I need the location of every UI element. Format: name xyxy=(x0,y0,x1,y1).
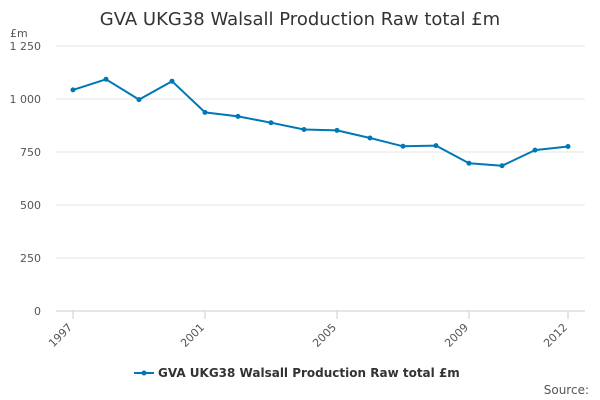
legend-marker xyxy=(141,370,147,376)
y-axis-ticks: 0 250 500 750 1 000 1 250 xyxy=(10,40,42,318)
y-tick-label: 1 250 xyxy=(10,40,42,53)
x-tick-label: 2009 xyxy=(442,321,471,350)
data-point[interactable] xyxy=(202,109,208,115)
data-point[interactable] xyxy=(532,147,538,153)
y-tick-label: 500 xyxy=(20,199,41,212)
grid-lines xyxy=(56,45,585,312)
source-label: Source: xyxy=(544,383,589,397)
legend-label: GVA UKG38 Walsall Production Raw total £… xyxy=(158,366,460,380)
chart-title: GVA UKG38 Walsall Production Raw total £… xyxy=(100,9,500,30)
data-point[interactable] xyxy=(136,97,142,103)
y-tick-label: 0 xyxy=(34,305,41,318)
data-point[interactable] xyxy=(367,135,373,141)
x-tick-label: 2001 xyxy=(178,321,207,350)
data-point[interactable] xyxy=(466,160,472,166)
data-point[interactable] xyxy=(301,127,307,133)
x-tick-label: 2012 xyxy=(541,321,570,350)
data-point[interactable] xyxy=(235,113,241,119)
data-point[interactable] xyxy=(433,143,439,149)
x-tick-label: 1997 xyxy=(46,321,75,350)
y-axis-unit-label: £m xyxy=(10,27,28,40)
data-point[interactable] xyxy=(499,163,505,169)
x-tick-label: 2005 xyxy=(310,321,339,350)
data-point[interactable] xyxy=(268,120,274,126)
series-lines xyxy=(70,76,571,169)
data-point[interactable] xyxy=(103,76,109,82)
data-point[interactable] xyxy=(70,87,76,93)
y-tick-label: 750 xyxy=(20,146,41,159)
x-axis-ticks: 1997 2001 2005 2009 2012 xyxy=(46,311,570,350)
y-tick-label: 1 000 xyxy=(10,93,42,106)
data-point[interactable] xyxy=(400,143,406,149)
y-tick-label: 250 xyxy=(20,252,41,265)
legend[interactable]: GVA UKG38 Walsall Production Raw total £… xyxy=(134,366,460,380)
data-point[interactable] xyxy=(334,127,340,133)
data-point[interactable] xyxy=(169,78,175,84)
series-line[interactable] xyxy=(72,78,569,167)
data-point[interactable] xyxy=(565,143,571,149)
